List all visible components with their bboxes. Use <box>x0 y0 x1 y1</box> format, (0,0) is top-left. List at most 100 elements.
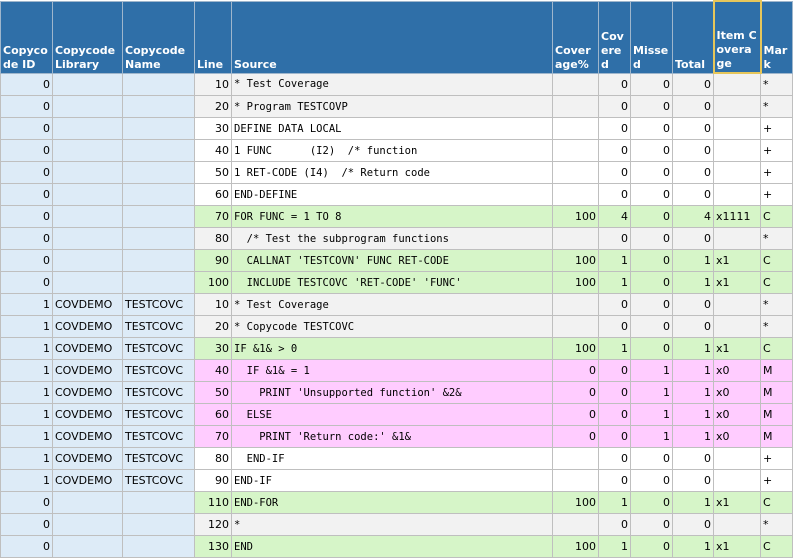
column-header[interactable]: Coverage% <box>552 0 599 74</box>
table-cell: 0 <box>630 491 673 514</box>
table-cell: 0 <box>598 425 631 448</box>
table-cell: 0 <box>598 183 631 206</box>
table-cell <box>552 161 599 184</box>
table-row[interactable]: 1 COVDEMO TESTCOVC 90 END-IF 0 0 0 + <box>0 469 793 492</box>
column-header[interactable]: Copycode Library <box>52 0 123 74</box>
column-header[interactable]: Covered <box>598 0 631 74</box>
table-cell <box>552 117 599 140</box>
table-row[interactable]: 0 40 1 FUNC (I2) /* function 0 0 0 + <box>0 139 793 162</box>
table-cell: C <box>760 271 793 294</box>
table-row[interactable]: 0 120 * 0 0 0 * <box>0 513 793 536</box>
table-cell: 0 <box>598 117 631 140</box>
table-row[interactable]: 0 70 FOR FUNC = 1 TO 8 100 4 0 4 x1111 C <box>0 205 793 228</box>
table-row[interactable]: 0 110 END-FOR 100 1 0 1 x1 C <box>0 491 793 514</box>
table-cell: 0 <box>0 117 53 140</box>
table-cell: 0 <box>598 95 631 118</box>
table-cell: COVDEMO <box>52 425 123 448</box>
table-cell: C <box>760 249 793 272</box>
table-cell: 1 <box>0 425 53 448</box>
table-cell: 0 <box>0 139 53 162</box>
table-row[interactable]: 1 COVDEMO TESTCOVC 50 PRINT 'Unsupported fu… <box>0 381 793 404</box>
table-cell: + <box>760 183 793 206</box>
column-header[interactable]: Missed <box>630 0 673 74</box>
header-row: Copycode ID Copycode Library Copycode Name… <box>0 0 793 74</box>
table-cell: 0 <box>672 139 714 162</box>
column-header[interactable]: Source <box>231 0 553 74</box>
table-cell <box>52 72 123 96</box>
column-header[interactable]: Total <box>672 0 714 74</box>
table-cell: 0 <box>672 161 714 184</box>
table-row[interactable]: 0 90 CALLNAT 'TESTCOVN' FUNC RET-CODE 100 1… <box>0 249 793 272</box>
table-cell <box>122 535 195 558</box>
column-header[interactable]: Line <box>194 0 232 74</box>
table-cell: C <box>760 337 793 360</box>
table-cell: * <box>760 293 793 316</box>
table-cell: + <box>760 139 793 162</box>
table-row[interactable]: 0 60 END-DEFINE 0 0 0 + <box>0 183 793 206</box>
column-header[interactable]: Copycode Name <box>122 0 195 74</box>
table-row[interactable]: 1 COVDEMO TESTCOVC 20 * Copycode TESTCOVC 0 0 0… <box>0 315 793 338</box>
table-cell: TESTCOVC <box>122 447 195 470</box>
table-cell <box>52 117 123 140</box>
table-cell: 0 <box>598 161 631 184</box>
table-row[interactable]: 0 130 END 100 1 0 1 x1 C <box>0 535 793 558</box>
column-header[interactable]: Mark <box>760 0 793 74</box>
table-cell: 0 <box>630 72 673 96</box>
table-cell: 1 FUNC (I2) /* function <box>231 139 553 162</box>
table-cell <box>122 205 195 228</box>
table-cell: 0 <box>630 293 673 316</box>
table-cell: C <box>760 491 793 514</box>
table-cell: 1 <box>598 249 631 272</box>
table-row[interactable]: 0 80 /* Test the subprogram functions 0 0 0 * <box>0 227 793 250</box>
table-row[interactable]: 1 COVDEMO TESTCOVC 80 END-IF 0 0 0 + <box>0 447 793 470</box>
column-header[interactable]: Item Coverage <box>712 0 762 74</box>
table-cell: x1 <box>713 249 761 272</box>
table-cell: M <box>760 381 793 404</box>
table-cell <box>552 315 599 338</box>
table-cell: 1 <box>0 381 53 404</box>
table-row[interactable]: 0 50 1 RET-CODE (I4) /* Return code 0 0 0 + <box>0 161 793 184</box>
table-cell <box>713 227 761 250</box>
table-cell: 100 <box>552 249 599 272</box>
table-cell: M <box>760 403 793 426</box>
table-cell: 0 <box>630 447 673 470</box>
table-cell: TESTCOVC <box>122 403 195 426</box>
table-row[interactable]: 0 10 * Test Coverage 0 0 0 * <box>0 72 793 96</box>
table-cell: + <box>760 117 793 140</box>
table-cell: 0 <box>630 161 673 184</box>
table-cell: 80 <box>194 447 232 470</box>
table-cell: 1 <box>598 271 631 294</box>
table-cell: TESTCOVC <box>122 359 195 382</box>
table-row[interactable]: 1 COVDEMO TESTCOVC 40 IF &1& = 1 0 0 1 1 x0 M <box>0 359 793 382</box>
table-row[interactable]: 0 30 DEFINE DATA LOCAL 0 0 0 + <box>0 117 793 140</box>
table-cell: 0 <box>0 271 53 294</box>
table-cell: x1 <box>713 271 761 294</box>
table-row[interactable]: 1 COVDEMO TESTCOVC 30 IF &1& > 0 100 1 0 1 x1 C <box>0 337 793 360</box>
table-row[interactable]: 1 COVDEMO TESTCOVC 10 * Test Coverage 0 0 0 * <box>0 293 793 316</box>
table-cell: 0 <box>0 513 53 536</box>
table-row[interactable]: 0 20 * Program TESTCOVP 0 0 0 * <box>0 95 793 118</box>
table-row[interactable]: 0 100 INCLUDE TESTCOVC 'RET-CODE' 'FUNC' 1… <box>0 271 793 294</box>
table-cell <box>52 205 123 228</box>
table-cell: 0 <box>672 513 714 536</box>
table-row[interactable]: 1 COVDEMO TESTCOVC 70 PRINT 'Return code:' … <box>0 425 793 448</box>
table-cell: COVDEMO <box>52 315 123 338</box>
table-cell <box>713 513 761 536</box>
column-header[interactable]: Copycode ID <box>0 0 53 74</box>
table-cell <box>52 491 123 514</box>
table-cell: 50 <box>194 161 232 184</box>
table-cell: 1 <box>672 491 714 514</box>
table-cell: 1 <box>598 491 631 514</box>
table-cell: 0 <box>598 227 631 250</box>
table-cell: 0 <box>0 227 53 250</box>
table-cell <box>552 95 599 118</box>
table-row[interactable]: 1 COVDEMO TESTCOVC 60 ELSE 0 0 1 1 x0 M <box>0 403 793 426</box>
table-cell: TESTCOVC <box>122 293 195 316</box>
table-cell <box>122 183 195 206</box>
table-cell: 1 RET-CODE (I4) /* Return code <box>231 161 553 184</box>
table-cell <box>122 161 195 184</box>
table-cell: 4 <box>598 205 631 228</box>
table-cell: 0 <box>598 293 631 316</box>
table-cell <box>552 72 599 96</box>
